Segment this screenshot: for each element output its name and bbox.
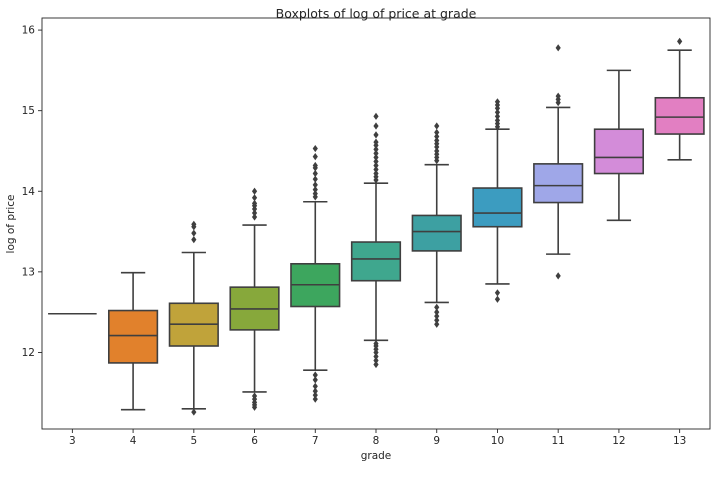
outlier-point xyxy=(434,312,440,320)
outlier-point xyxy=(373,157,379,166)
outlier-point xyxy=(434,128,440,137)
outlier-point xyxy=(373,356,379,365)
outlier-point xyxy=(434,136,440,145)
outlier-point xyxy=(312,190,318,198)
outlier-point xyxy=(312,181,318,189)
x-tick-label: 11 xyxy=(551,435,564,447)
outlier-point xyxy=(312,371,318,379)
outlier-point xyxy=(251,187,258,195)
box-group-grade-13 xyxy=(654,37,705,161)
x-tick-label: 9 xyxy=(433,435,440,447)
box-group-grade-11 xyxy=(533,44,584,280)
outlier-point xyxy=(373,339,379,348)
outlier-point xyxy=(434,122,440,130)
outlier-point xyxy=(434,147,440,155)
y-tick-label: 16 xyxy=(22,25,36,37)
outlier-point xyxy=(191,229,197,237)
outlier-point xyxy=(373,169,379,178)
outlier-point xyxy=(434,132,440,141)
outlier-point xyxy=(191,220,197,228)
box-group-grade-6 xyxy=(229,187,280,411)
x-axis-label: grade xyxy=(361,450,392,462)
outlier-point xyxy=(373,112,379,120)
outlier-point xyxy=(312,186,318,194)
box-iqr xyxy=(533,163,584,204)
outlier-point xyxy=(677,37,683,45)
outlier-point xyxy=(312,376,318,384)
outlier-point xyxy=(373,138,379,146)
outlier-point xyxy=(373,165,379,174)
outlier-point xyxy=(373,360,379,369)
outlier-point xyxy=(373,161,379,170)
outlier-point xyxy=(494,108,501,116)
box-iqr xyxy=(350,241,402,282)
box-iqr xyxy=(108,309,159,364)
box-iqr xyxy=(593,128,644,175)
box-group-grade-10 xyxy=(472,98,523,303)
outlier-point xyxy=(373,131,379,139)
x-tick-label: 13 xyxy=(673,435,686,447)
outlier-point xyxy=(251,213,258,221)
x-tick-label: 4 xyxy=(130,435,137,447)
outlier-point xyxy=(251,209,258,217)
outlier-point xyxy=(555,272,561,280)
x-tick-label: 12 xyxy=(612,435,625,447)
box-iqr xyxy=(411,214,462,252)
box-group-grade-8 xyxy=(350,112,402,369)
outlier-point xyxy=(494,98,501,106)
box-iqr xyxy=(472,187,523,228)
y-tick-label: 14 xyxy=(22,186,36,198)
x-tick-label: 3 xyxy=(69,435,76,447)
outlier-point xyxy=(434,316,440,324)
y-tick-label: 13 xyxy=(22,266,35,278)
chart-title: Boxplots of log of price at grade xyxy=(276,6,477,21)
outlier-point xyxy=(373,145,379,153)
box-group-grade-5 xyxy=(168,220,219,416)
outlier-point xyxy=(434,320,440,328)
outlier-point xyxy=(555,44,561,52)
outlier-point xyxy=(191,408,197,416)
outlier-point xyxy=(494,112,501,120)
outlier-point xyxy=(191,236,197,244)
x-tick-label: 8 xyxy=(373,435,380,447)
outlier-point xyxy=(434,308,440,316)
outlier-point xyxy=(312,144,318,153)
y-tick-label: 12 xyxy=(22,347,35,359)
outlier-point xyxy=(373,352,379,361)
outlier-point xyxy=(494,116,501,124)
y-tick-label: 15 xyxy=(22,105,35,117)
outlier-point xyxy=(251,194,258,202)
outlier-point xyxy=(312,391,318,399)
outlier-point xyxy=(312,175,318,183)
outlier-point xyxy=(312,153,318,161)
outlier-point xyxy=(312,161,318,170)
x-tick-label: 7 xyxy=(312,435,319,447)
outlier-point xyxy=(555,92,561,100)
x-tick-label: 5 xyxy=(190,435,197,447)
x-tick-label: 10 xyxy=(491,435,504,447)
outlier-point xyxy=(251,392,258,400)
outlier-point xyxy=(312,387,318,395)
outlier-point xyxy=(494,295,501,303)
outlier-point xyxy=(312,382,318,390)
outlier-point xyxy=(312,169,318,178)
box-group-grade-9 xyxy=(411,122,462,328)
box-group-grade-7 xyxy=(290,144,341,403)
outlier-point xyxy=(312,395,318,403)
outlier-point xyxy=(373,149,379,157)
y-axis-label: log of price xyxy=(5,195,17,254)
outlier-point xyxy=(434,303,440,311)
outlier-point xyxy=(251,199,258,207)
outlier-point xyxy=(373,122,379,130)
box-group-grade-12 xyxy=(593,69,644,222)
outlier-point xyxy=(373,153,379,162)
box-iqr xyxy=(654,96,705,135)
box-group-grade-4 xyxy=(108,271,159,411)
outlier-point xyxy=(494,289,501,297)
x-tick-label: 6 xyxy=(251,435,258,447)
